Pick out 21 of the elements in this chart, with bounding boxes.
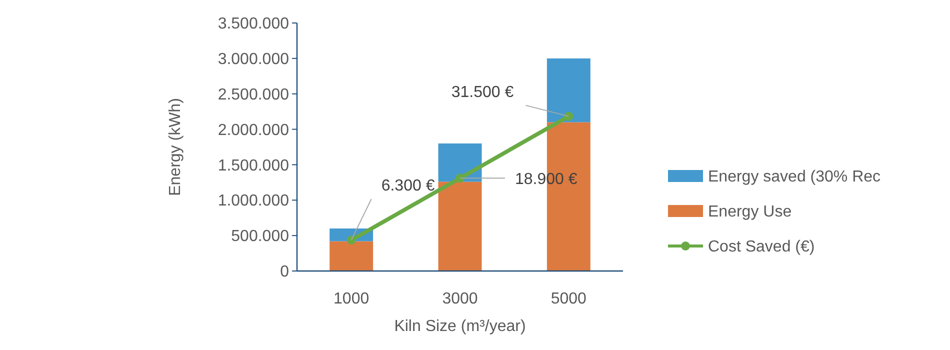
bar <box>438 182 482 271</box>
bar <box>546 58 590 122</box>
y-tick-label: 500.000 <box>231 228 290 246</box>
y-axis-title: Energy (kWh) <box>167 98 184 196</box>
x-tick-label: 3000 <box>442 290 478 308</box>
y-tick-label: 2.000.000 <box>218 122 290 139</box>
y-tick-label: 3.000.000 <box>218 51 290 68</box>
data-label: 6.300 € <box>381 178 435 195</box>
y-tick-label: 2.500.000 <box>218 86 290 104</box>
y-tick-label: 1.000.000 <box>218 192 290 210</box>
bar <box>330 241 374 271</box>
y-tick-label: 3.500.000 <box>218 16 290 33</box>
y-tick-label: 0 <box>280 264 290 281</box>
legend-label: Energy saved (30% Rec <box>708 168 881 186</box>
x-axis-title: Kiln Size (m³/year) <box>394 318 526 335</box>
legend-label: Energy Use <box>708 204 792 221</box>
legend-label: Cost Saved (€) <box>708 238 815 256</box>
data-label: 31.500 € <box>451 84 514 101</box>
y-tick-label: 1.500.000 <box>218 157 290 174</box>
x-tick-label: 5000 <box>550 290 587 308</box>
x-tick-label: 1000 <box>334 290 370 308</box>
